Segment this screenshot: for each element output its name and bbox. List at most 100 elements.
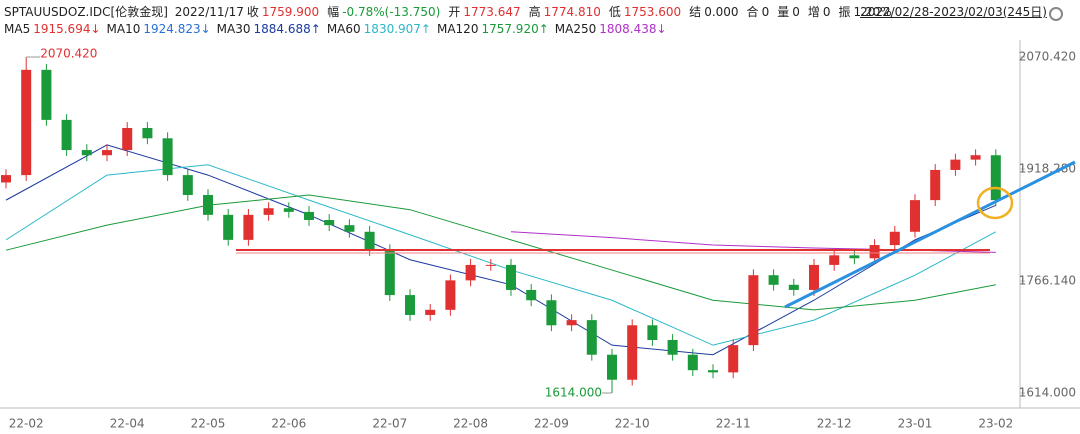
candle-body: [445, 280, 456, 310]
candle-body: [546, 300, 557, 326]
quote-label: 合: [746, 5, 759, 19]
x-tick-label: 23-02: [978, 417, 1013, 431]
quote-label: 开: [448, 5, 461, 19]
ma-name: MA30: [216, 22, 251, 36]
candle-body: [304, 211, 314, 221]
candle-body: [930, 169, 941, 201]
ma-name: MA250: [554, 22, 597, 36]
candle-body: [647, 325, 658, 340]
quote-value: 1773.647: [463, 5, 521, 19]
candle-body: [81, 150, 92, 156]
quote-label: 量: [777, 5, 790, 19]
candle-body: [283, 208, 294, 212]
candle-body: [465, 264, 476, 281]
candle-body: [142, 127, 153, 139]
x-tick-label: 22-12: [817, 417, 852, 431]
candle-body: [990, 155, 1001, 201]
candle-body: [950, 159, 961, 170]
quote-label: 结: [689, 5, 702, 19]
ma-value: 1757.920↑: [481, 22, 549, 36]
x-tick-label: 22-07: [372, 417, 407, 431]
ma-name: MA120: [436, 22, 479, 36]
candle-body: [667, 339, 678, 355]
candle-body: [748, 275, 759, 346]
ma-value: 1915.694↓: [33, 22, 101, 36]
candle-body: [889, 231, 900, 246]
quote-value: 0: [761, 5, 770, 19]
quote-value: 1759.900: [261, 5, 320, 19]
candle-body: [425, 309, 436, 315]
candle-body: [910, 200, 920, 232]
y-tick-label: 1614.000: [1019, 386, 1076, 400]
ma-value: 1924.823↓: [143, 22, 211, 36]
candle-body: [687, 354, 698, 371]
x-tick-label: 22-11: [716, 417, 751, 431]
quote-label: 收: [246, 5, 259, 19]
candle-body: [182, 175, 193, 195]
candle-body: [849, 255, 860, 259]
quote-header: SPTAUUSDOZ.IDC[伦敦金现] 2022/11/17 收 1759.900…: [4, 3, 900, 20]
candle-body: [21, 69, 32, 176]
max-label: 2070.420: [40, 47, 97, 61]
candle-body: [829, 255, 840, 265]
candle-body: [102, 150, 112, 156]
quote-value: 1753.600: [623, 5, 682, 19]
candle-body: [364, 231, 375, 251]
quote-value: 1.20%: [853, 5, 892, 19]
candle-body: [263, 208, 274, 215]
x-tick-label: 23-01: [898, 417, 933, 431]
candle-body: [627, 325, 638, 380]
range[interactable]: 2022/02/28-2023/02/03(245日): [860, 5, 1047, 19]
quote-value: 0.000: [704, 5, 739, 19]
x-tick-label: 22-10: [615, 417, 650, 431]
quote-value: 0: [822, 5, 831, 19]
candle-body: [1, 175, 11, 183]
candle-body: [41, 69, 52, 120]
range-label[interactable]: 2022/02/28-2023/02/03(245日): [860, 3, 1050, 20]
candle-body: [970, 155, 981, 160]
settings-icon[interactable]: [1049, 7, 1063, 21]
y-tick-label: 1918.280: [1019, 162, 1076, 176]
y-tick-label: 1766.140: [1019, 274, 1076, 288]
candle-body: [122, 127, 133, 151]
x-tick-label: 22-06: [271, 417, 306, 431]
drawn-trendline: [784, 160, 1076, 309]
candle-body: [809, 264, 819, 290]
date: 2022/11/17: [174, 5, 244, 19]
ma-name: MA10: [106, 22, 141, 36]
y-tick-label: 2070.420: [1019, 50, 1076, 64]
quote-label: 幅: [327, 5, 340, 19]
ma-header: MA5 1915.694↓ MA10 1924.823↓ MA30 1884.688↑ MA…: [4, 22, 673, 36]
quote-label: 低: [608, 5, 621, 19]
x-tick-label: 22-02: [9, 417, 44, 431]
drawn-circle: [976, 186, 1014, 220]
candle-body: [788, 284, 799, 290]
candle-body: [405, 295, 415, 315]
candle-body: [869, 245, 880, 259]
x-tick-label: 22-04: [110, 417, 145, 431]
quote-label: 增: [807, 5, 820, 19]
ma-value: 1808.438↓: [599, 22, 667, 36]
quote-label: 振: [838, 5, 851, 19]
candle-body: [344, 225, 355, 232]
candle-body: [506, 264, 516, 290]
ma-line: [5, 194, 996, 311]
candle-body: [384, 250, 395, 296]
x-tick-label: 22-05: [191, 417, 226, 431]
ma-line: [5, 164, 997, 346]
ma-value: 1830.907↑: [363, 22, 431, 36]
candle-body: [607, 354, 617, 380]
candle-body: [162, 138, 173, 176]
candle-body: [61, 119, 72, 151]
candle-body: [566, 320, 577, 326]
ma-name: MA60: [326, 22, 361, 36]
candle-body: [586, 320, 597, 355]
quote-value: -0.78%(-13.750): [342, 5, 441, 19]
candle-body: [728, 345, 739, 373]
candle-body: [485, 264, 496, 266]
symbol: SPTAUUSDOZ.IDC[伦敦金现]: [4, 5, 168, 19]
candle-body: [243, 214, 254, 240]
min-label: 1614.000: [545, 386, 602, 400]
candle-body: [526, 289, 537, 301]
